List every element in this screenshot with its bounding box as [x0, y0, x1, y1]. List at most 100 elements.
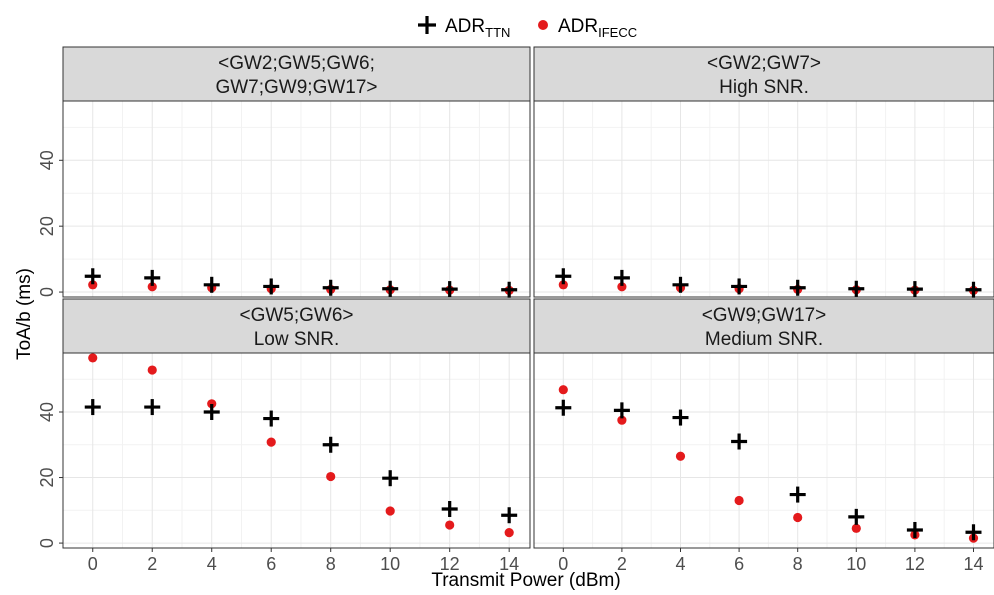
data-point-ifecc: [504, 527, 514, 538]
data-point-ttn: [848, 280, 865, 297]
x-tick-label: 8: [793, 554, 803, 574]
data-point-ifecc: [617, 282, 627, 292]
facet-title-line: Low SNR.: [254, 329, 340, 350]
x-tick-label: 14: [499, 554, 519, 574]
plot-area: [534, 353, 994, 548]
x-tick-label: 2: [147, 554, 157, 574]
data-point-ttn: [555, 399, 572, 416]
x-tick-label: 4: [207, 554, 217, 574]
data-point-ttn: [965, 524, 982, 541]
facet-strip: [62, 298, 531, 354]
data-point-ttn: [501, 507, 518, 524]
data-point-ttn: [144, 399, 161, 416]
data-point-ifecc: [851, 523, 861, 533]
data-point-ttn: [672, 409, 689, 426]
data-point-ttn: [789, 486, 806, 503]
facet-strip: [62, 46, 531, 102]
data-point-ttn: [731, 278, 748, 295]
panel-border: [533, 100, 994, 298]
data-point-ttn: [263, 410, 280, 427]
data-point-ifecc: [675, 451, 686, 461]
data-point-ifecc: [445, 520, 455, 530]
plot-area: [63, 101, 530, 297]
x-tick-label: 4: [675, 554, 685, 574]
data-point-ifecc: [88, 353, 98, 363]
data-point-ttn: [848, 508, 865, 525]
y-tick-label: 40: [37, 402, 57, 422]
data-point-ifecc: [207, 399, 217, 409]
data-point-ttn: [672, 276, 689, 293]
data-point-ttn: [613, 402, 630, 419]
x-tick-label: 10: [380, 554, 400, 574]
panel-border: [533, 352, 994, 549]
x-tick-label: 2: [617, 554, 627, 574]
data-point-ifecc: [558, 280, 568, 290]
legend-label-ttn: ADRTTN: [445, 16, 510, 40]
legend-label-ifecc: ADRIFECC: [558, 16, 637, 40]
x-tick-label: 6: [266, 554, 276, 574]
y-tick-label: 20: [37, 216, 57, 236]
data-point-ifecc: [147, 282, 157, 292]
plot-area: [534, 101, 994, 297]
facet-panel: <GW9;GW17> Medium SNR. 0 2 4 6 8 10 12 14: [533, 298, 994, 574]
x-tick-label: 12: [440, 554, 460, 574]
facet-title-line: <GW2;GW5;GW6;: [218, 53, 375, 74]
facet-panel: <GW5;GW6> Low SNR. 0 20 40 0 2 4 6 8 10 12 14: [37, 298, 531, 574]
facet-strip: [533, 46, 994, 102]
plot-area: [63, 353, 530, 548]
y-tick-label: 0: [37, 287, 57, 297]
data-point-ttn: [382, 280, 399, 297]
data-point-ttn: [263, 278, 280, 295]
facet-title-line: <GW2;GW7>: [707, 53, 821, 74]
x-tick-label: 10: [846, 554, 866, 574]
y-axis-title: ToA/b (ms): [14, 268, 35, 360]
y-tick-label: 20: [37, 468, 57, 488]
x-tick-label: 0: [88, 554, 98, 574]
x-tick-label: 6: [734, 554, 744, 574]
data-point-ttn: [965, 281, 982, 298]
data-point-ifecc: [88, 280, 98, 290]
facet-title-line: <GW5;GW6>: [239, 305, 353, 326]
data-point-ttn: [555, 268, 572, 285]
legend-circle-marker: [538, 20, 548, 30]
data-point-ifecc: [385, 506, 395, 516]
data-point-ifecc: [793, 512, 803, 523]
data-point-ifecc: [734, 495, 744, 506]
facet-panel: <GW2;GW7> High SNR.: [533, 46, 994, 298]
x-tick-label: 14: [963, 554, 983, 574]
x-tick-label: 0: [558, 554, 568, 574]
data-point-ttn: [906, 281, 923, 298]
data-point-ttn: [144, 269, 161, 286]
data-point-ttn: [84, 268, 101, 285]
data-point-ttn: [906, 521, 923, 538]
legend: ADRTTN ADRIFECC: [418, 16, 637, 40]
facet-title-line: <GW9;GW17>: [702, 305, 827, 326]
facet-title-line: Medium SNR.: [705, 329, 823, 350]
data-point-ttn: [613, 269, 630, 286]
legend-plus-marker: [418, 16, 436, 34]
data-point-ifecc: [617, 415, 627, 425]
data-point-ttn: [203, 276, 220, 293]
data-point-ttn: [441, 281, 458, 298]
data-point-ifecc: [266, 437, 276, 447]
data-point-ifecc: [326, 471, 336, 482]
data-point-ttn: [441, 501, 458, 517]
data-point-ifecc: [147, 365, 157, 375]
data-point-ttn: [203, 403, 220, 420]
facet-strip: [533, 298, 994, 354]
y-tick-label: 0: [37, 538, 57, 548]
data-point-ttn: [731, 433, 748, 450]
y-tick-label: 40: [37, 150, 57, 170]
facet-title-line: High SNR.: [719, 77, 809, 98]
data-point-ttn: [322, 436, 339, 453]
data-point-ifecc: [558, 385, 568, 395]
data-point-ttn: [501, 281, 518, 298]
x-tick-label: 8: [326, 554, 336, 574]
facet-title-line: GW7;GW9;GW17>: [215, 77, 377, 98]
panel-border: [62, 352, 531, 549]
data-point-ttn: [322, 279, 339, 296]
data-point-ttn: [382, 470, 399, 487]
x-tick-label: 12: [905, 554, 925, 574]
panel-border: [62, 100, 531, 298]
